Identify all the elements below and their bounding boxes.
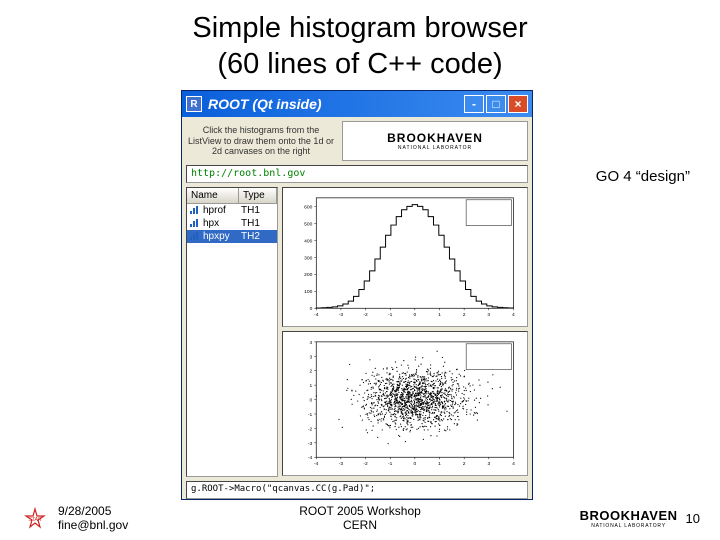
title-line-2: (60 lines of C++ code) <box>0 46 720 82</box>
hist-icon <box>189 218 201 228</box>
svg-text:2: 2 <box>463 312 466 318</box>
svg-text:-3: -3 <box>339 461 344 467</box>
svg-text:1: 1 <box>438 461 441 467</box>
row-type: TH1 <box>241 218 277 229</box>
titlebar-buttons: - □ × <box>464 95 528 113</box>
histogram-listview[interactable]: Name Type hprofTH1hpxTH1hpxpyTH2 <box>186 187 278 477</box>
svg-text:-1: -1 <box>388 461 393 467</box>
svg-text:2: 2 <box>310 369 313 375</box>
svg-text:-3: -3 <box>308 441 313 447</box>
footer-left: STAR 9/28/2005 fine@bnl.gov <box>20 504 128 532</box>
svg-text:0: 0 <box>413 312 416 318</box>
app-icon: R <box>186 96 202 112</box>
listview-rows: hprofTH1hpxTH1hpxpyTH2 <box>187 204 277 243</box>
svg-text:-1: -1 <box>308 412 313 418</box>
footer-logo-main: BROOKHAVEN <box>580 508 678 523</box>
footer: STAR 9/28/2005 fine@bnl.gov ROOT 2005 Wo… <box>0 504 720 532</box>
svg-text:3: 3 <box>487 312 490 318</box>
minimize-button[interactable]: - <box>464 95 484 113</box>
title-line-1: Simple histogram browser <box>0 10 720 46</box>
app-window: R ROOT (Qt inside) - □ × Click the histo… <box>181 90 533 500</box>
list-item[interactable]: hpxTH1 <box>187 217 277 230</box>
maximize-button[interactable]: □ <box>486 95 506 113</box>
svg-text:-4: -4 <box>314 461 319 467</box>
hist2d-svg: -4 -3 -2 -1 0 1 2 3 4 -4 -3 -2 -1 0 1 2 3 4 <box>283 332 527 475</box>
titlebar[interactable]: R ROOT (Qt inside) - □ × <box>182 91 532 117</box>
content-row: Name Type hprofTH1hpxTH1hpxpyTH2 0100200… <box>186 187 528 477</box>
col-header-name[interactable]: Name <box>187 188 239 203</box>
svg-text:300: 300 <box>304 255 312 261</box>
svg-text:100: 100 <box>304 289 312 295</box>
svg-text:-4: -4 <box>314 312 319 318</box>
status-bar: g.ROOT->Macro("qcanvas.CC(g.Pad)"; <box>186 481 528 499</box>
svg-text:4: 4 <box>310 340 313 346</box>
svg-text:4: 4 <box>512 461 515 467</box>
svg-text:-2: -2 <box>363 461 368 467</box>
col-header-type[interactable]: Type <box>239 188 277 203</box>
svg-text:-1: -1 <box>388 312 393 318</box>
svg-text:2: 2 <box>463 461 466 467</box>
row-name: hpx <box>203 218 241 229</box>
header-row: Click the histograms from the ListView t… <box>186 121 528 161</box>
logo-main: BROOKHAVEN <box>387 131 483 145</box>
svg-text:4: 4 <box>512 312 515 318</box>
header-logo: BROOKHAVEN NATIONAL LABORATOR <box>342 121 528 161</box>
svg-text:-3: -3 <box>339 312 344 318</box>
app-body: Click the histograms from the ListView t… <box>182 117 532 503</box>
canvas-1d[interactable]: 0 100 200 300 400 500 600 -4 -3 -2 -1 0 1 2 3 4 <box>282 187 528 327</box>
annotation-text: GO 4 “design” <box>596 168 690 185</box>
footer-logo: BROOKHAVEN NATIONAL LABORATORY <box>580 508 678 529</box>
svg-text:3: 3 <box>310 354 313 360</box>
svg-text:400: 400 <box>304 238 312 244</box>
hist1d-svg: 0 100 200 300 400 500 600 -4 -3 -2 -1 0 1 2 3 4 <box>283 188 527 326</box>
star-icon: STAR <box>20 507 50 529</box>
logo-sub: NATIONAL LABORATOR <box>398 145 472 151</box>
svg-text:0: 0 <box>310 398 313 404</box>
footer-logo-sub: NATIONAL LABORATORY <box>591 523 666 529</box>
svg-text:3: 3 <box>487 461 490 467</box>
svg-text:500: 500 <box>304 221 312 227</box>
row-name: hprof <box>203 205 241 216</box>
footer-center: ROOT 2005 Workshop CERN <box>299 504 421 532</box>
svg-text:0: 0 <box>310 306 313 312</box>
hist-icon <box>189 231 201 241</box>
svg-text:-2: -2 <box>308 426 313 432</box>
svg-text:1: 1 <box>310 383 313 389</box>
footer-center-2: CERN <box>299 518 421 532</box>
listview-header: Name Type <box>187 188 277 204</box>
canvas-2d[interactable]: -4 -3 -2 -1 0 1 2 3 4 -4 -3 -2 -1 0 1 2 3 4 <box>282 331 528 476</box>
footer-right: BROOKHAVEN NATIONAL LABORATORY 10 <box>580 508 700 529</box>
list-item[interactable]: hpxpyTH2 <box>187 230 277 243</box>
close-button[interactable]: × <box>508 95 528 113</box>
svg-text:600: 600 <box>304 204 312 210</box>
svg-text:1: 1 <box>438 312 441 318</box>
canvas-column: 0100200300400500600-4-3-2-101234 -4-3-2-… <box>282 187 528 477</box>
row-name: hpxpy <box>203 231 241 242</box>
svg-text:STAR: STAR <box>29 517 42 523</box>
footer-email: fine@bnl.gov <box>58 518 128 532</box>
svg-text:-4: -4 <box>308 455 313 461</box>
list-item[interactable]: hprofTH1 <box>187 204 277 217</box>
slide-title: Simple histogram browser (60 lines of C+… <box>0 0 720 83</box>
row-type: TH1 <box>241 205 277 216</box>
svg-text:-2: -2 <box>363 312 368 318</box>
row-type: TH2 <box>241 231 277 242</box>
page-number: 10 <box>686 511 700 526</box>
svg-text:200: 200 <box>304 272 312 278</box>
hist-icon <box>189 205 201 215</box>
footer-center-1: ROOT 2005 Workshop <box>299 504 421 518</box>
svg-text:0: 0 <box>413 461 416 467</box>
url-bar[interactable]: http://root.bnl.gov <box>186 165 528 183</box>
footer-date-email: 9/28/2005 fine@bnl.gov <box>58 504 128 532</box>
footer-date: 9/28/2005 <box>58 504 128 518</box>
instruction-text: Click the histograms from the ListView t… <box>186 125 336 157</box>
window-title: ROOT (Qt inside) <box>208 96 464 112</box>
